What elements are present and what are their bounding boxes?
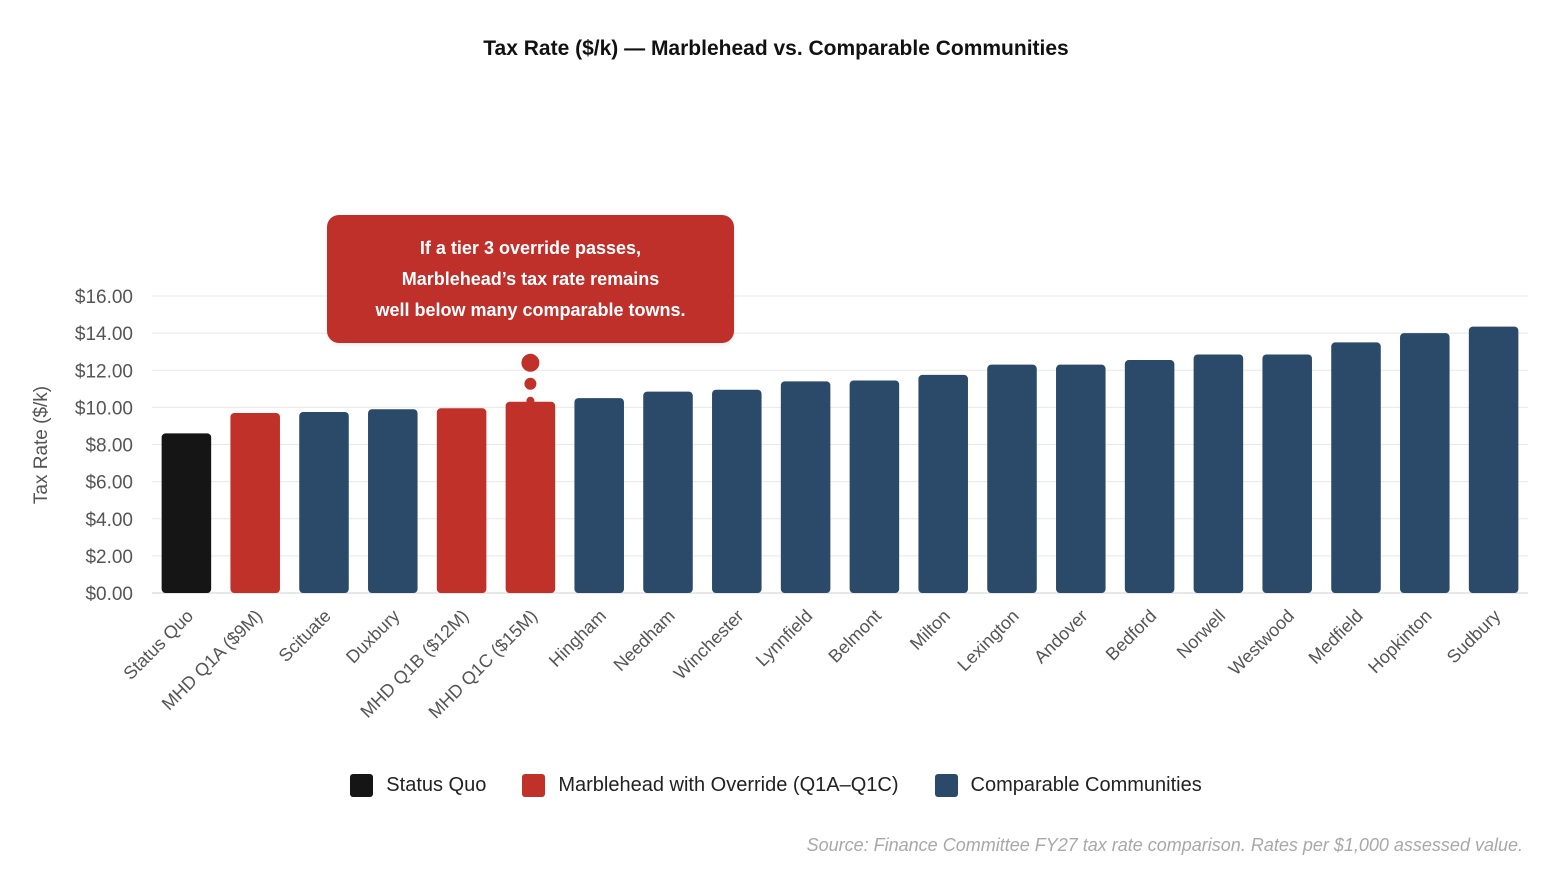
y-tick-label: $10.00 [75,398,133,419]
bar-lynnfield[interactable] [780,381,831,593]
x-tick-label: Hopkinton [1364,606,1435,677]
y-tick-label: $4.00 [85,510,133,531]
bar-winchester[interactable] [712,389,762,593]
bar-needham[interactable] [643,391,693,593]
bar-scituate[interactable] [299,412,349,593]
bar-chart: $0.00 $2.00 $4.00 $6.00 $8.00 $10.00 $12.00 $14… [31,287,1528,722]
callout-line-2: Marblehead’s tax rate remains [401,268,660,289]
legend-item-comparable[interactable]: Comparable Communities [934,774,1202,797]
source-note: Source: Finance Committee FY27 tax rate … [806,835,1523,855]
annotation-callout: If a tier 3 override passes, Marblehead’… [327,215,734,343]
legend-item-status-quo[interactable]: Status Quo [350,774,486,797]
legend-swatch-status-quo [350,774,374,797]
bar-duxbury[interactable] [368,409,418,593]
legend-item-override[interactable]: Marblehead with Override (Q1A–Q1C) [522,774,899,797]
bar-milton[interactable] [918,374,968,593]
x-tick-label: Hingham [545,606,610,671]
legend-label-status-quo: Status Quo [386,774,487,796]
bar-norwell[interactable] [1193,354,1244,593]
x-tick-label: Milton [906,606,954,654]
x-tick-label: Scituate [275,606,335,666]
legend-swatch-comparable [934,774,958,797]
y-tick-label: $0.00 [85,584,133,605]
x-tick-label: Sudbury [1443,606,1505,668]
callout-connector-dot [524,377,537,390]
bar-hopkinton[interactable] [1400,333,1450,593]
bar-westwood[interactable] [1262,354,1312,593]
bar-andover[interactable] [1056,364,1106,593]
x-tick-label: Lynnfield [752,606,817,671]
legend-swatch-override [522,774,546,797]
x-tick-label: Westwood [1225,606,1298,679]
bar-sudbury[interactable] [1468,326,1519,593]
x-tick-label: Bedford [1102,606,1161,665]
bar-hingham[interactable] [574,398,624,593]
y-axis-label: Tax Rate ($/k) [31,386,52,504]
bar-mhd-q1a-9m[interactable] [230,412,280,593]
chart-title: Tax Rate ($/k) — Marblehead vs. Comparab… [483,37,1069,60]
bar-status-quo[interactable] [161,433,212,593]
callout-line-1: If a tier 3 override passes, [419,237,642,258]
y-tick-label: $2.00 [85,547,133,568]
callout-connector-dot [526,396,535,405]
x-tick-label: Andover [1030,606,1092,668]
bar-mhd-q1b-12m[interactable] [436,408,487,593]
x-tick-label: Belmont [824,606,885,667]
bar-mhd-q1c-15m[interactable] [505,401,556,593]
y-tick-label: $12.00 [75,361,133,382]
bar-belmont[interactable] [849,380,900,593]
x-tick-label: Norwell [1173,606,1230,663]
x-tick-label: Needham [609,606,678,675]
y-tick-label: $14.00 [75,324,133,345]
x-tick-label: Duxbury [342,606,404,668]
callout-line-3: well below many comparable towns. [375,299,686,320]
callout-connector-dot [521,353,540,372]
bar-medfield[interactable] [1331,342,1381,593]
bar-lexington[interactable] [987,364,1037,593]
y-tick-label: $6.00 [85,473,133,494]
x-tick-label: Winchester [670,606,748,684]
y-tick-label: $16.00 [75,287,133,308]
x-tick-label: Lexington [953,606,1022,675]
legend-label-comparable: Comparable Communities [970,774,1202,796]
legend: Status Quo Marblehead with Override (Q1A… [0,774,1546,797]
y-tick-label: $8.00 [85,436,133,457]
bar-bedford[interactable] [1124,360,1175,593]
x-tick-label: Medfield [1305,606,1367,668]
legend-label-override: Marblehead with Override (Q1A–Q1C) [558,774,899,796]
